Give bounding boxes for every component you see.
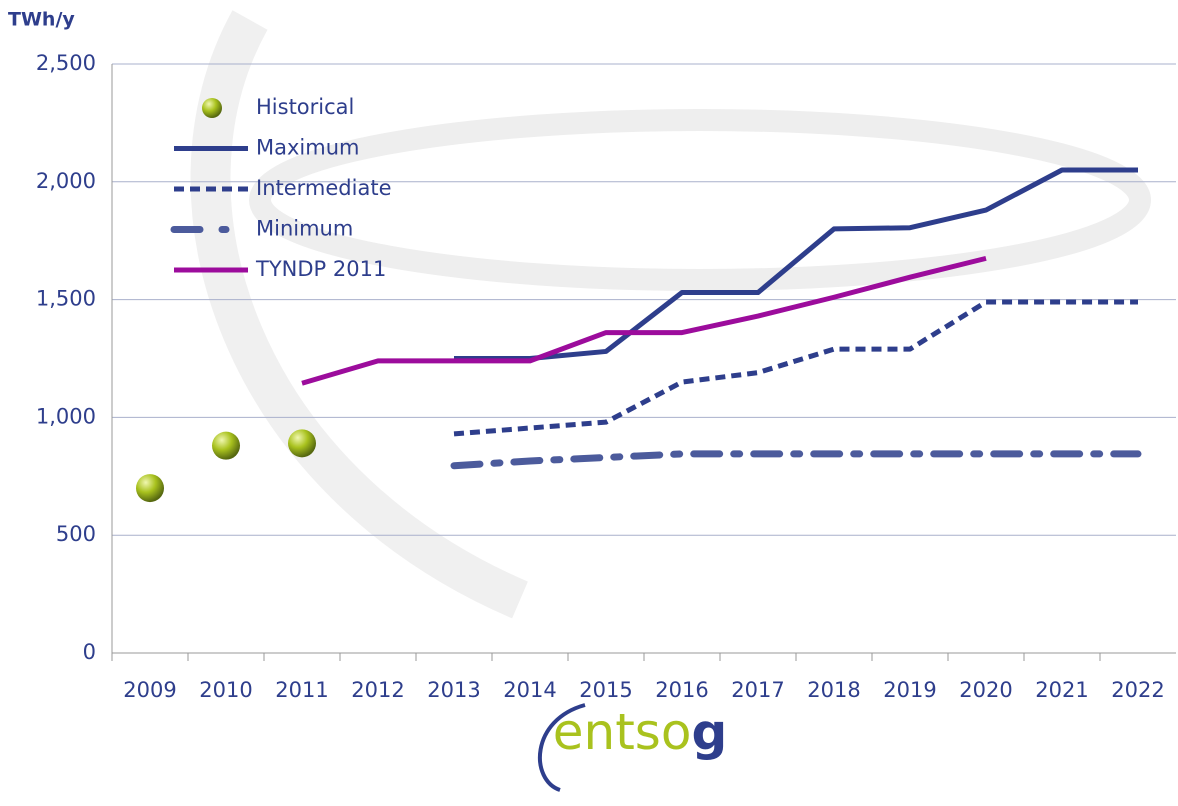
x-tick-label: 2017	[731, 678, 784, 702]
x-tick-label: 2022	[1111, 678, 1164, 702]
historical-point	[136, 474, 164, 502]
legend-label: TYNDP 2011	[255, 257, 386, 281]
x-tick-label: 2015	[579, 678, 632, 702]
x-tick-label: 2010	[199, 678, 252, 702]
legend-label: Maximum	[256, 136, 359, 160]
y-unit: TWh/y	[8, 9, 75, 31]
y-tick-label: 2,500	[36, 51, 96, 75]
x-tick-label: 2016	[655, 678, 708, 702]
legend-label: Intermediate	[256, 176, 392, 200]
page: TWh/y entsog 0 500 1,000 1,500 2,000 2,500 200…	[0, 0, 1178, 806]
y-tick-label: 1,000	[36, 404, 96, 428]
historical-point	[212, 432, 240, 460]
legend-marker	[202, 98, 222, 118]
y-tick-label: 2,000	[36, 169, 96, 193]
y-tick-label: 1,500	[36, 287, 96, 311]
series-line	[454, 302, 1138, 434]
series-line	[454, 454, 1138, 466]
y-tick-label: 0	[83, 640, 96, 664]
x-tick-label: 2014	[503, 678, 556, 702]
series-line	[454, 170, 1138, 358]
x-tick-label: 2020	[959, 678, 1012, 702]
chart: TWh/y entsog 0 500 1,000 1,500 2,000 2,500 200…	[0, 0, 1178, 802]
x-tick-label: 2021	[1035, 678, 1088, 702]
x-tick-label: 2013	[427, 678, 480, 702]
legend-label: Historical	[256, 95, 354, 119]
logo: entsog	[553, 703, 728, 761]
y-tick-label: 500	[56, 522, 96, 546]
x-tick-label: 2019	[883, 678, 936, 702]
x-tick-label: 2018	[807, 678, 860, 702]
x-tick-label: 2009	[123, 678, 176, 702]
historical-point	[288, 429, 316, 457]
x-tick-label: 2011	[275, 678, 328, 702]
legend-label: Minimum	[256, 217, 353, 241]
x-tick-label: 2012	[351, 678, 404, 702]
logo-part: g	[691, 703, 727, 761]
